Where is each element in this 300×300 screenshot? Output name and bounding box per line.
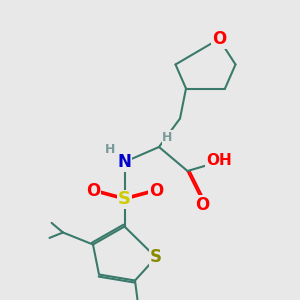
Text: O: O bbox=[86, 182, 100, 200]
Text: N: N bbox=[118, 153, 131, 171]
Text: H: H bbox=[162, 131, 172, 144]
Text: H: H bbox=[105, 143, 115, 156]
Text: O: O bbox=[149, 182, 163, 200]
Text: S: S bbox=[150, 248, 162, 266]
Text: OH: OH bbox=[206, 153, 232, 168]
Text: S: S bbox=[118, 190, 131, 208]
Text: O: O bbox=[195, 196, 210, 214]
Text: O: O bbox=[212, 30, 226, 48]
